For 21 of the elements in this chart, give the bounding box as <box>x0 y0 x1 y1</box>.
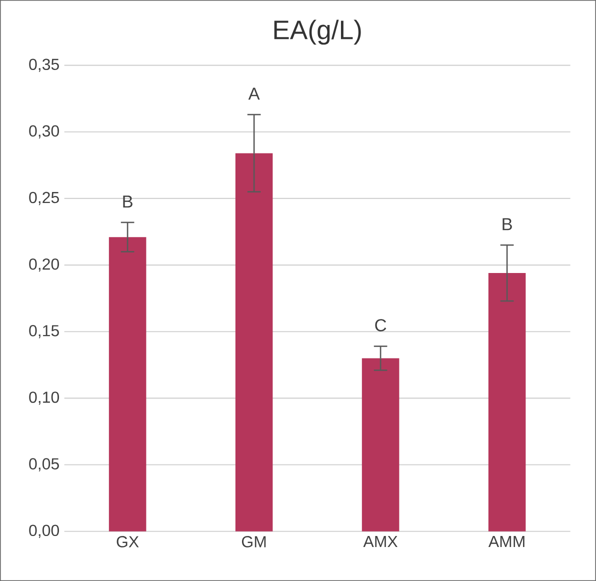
chart-title: EA(g/L) <box>274 20 361 45</box>
y-tick-label: 0,00 <box>29 524 59 538</box>
x-tick-label: AMM <box>488 536 524 548</box>
y-tick-label: 0,05 <box>29 458 59 472</box>
y-tick-label: 0,25 <box>29 192 59 206</box>
bar <box>108 237 146 532</box>
annotation: B <box>123 196 132 208</box>
annotation: B <box>502 218 512 230</box>
y-tick-label: 0,30 <box>29 125 59 138</box>
x-tick-label: GX <box>116 536 139 548</box>
bar <box>488 273 526 532</box>
y-tick-label: 0,20 <box>29 258 59 272</box>
bar <box>362 358 400 532</box>
annotation: A <box>248 88 260 100</box>
bar <box>235 153 273 532</box>
y-tick-label: 0,10 <box>29 392 59 405</box>
x-tick-label: AMX <box>363 536 398 548</box>
y-tick-label: 0,35 <box>29 58 59 72</box>
y-tick-label: 0,15 <box>29 325 59 338</box>
annotation: C <box>375 319 386 332</box>
x-tick-label: GM <box>242 536 266 548</box>
